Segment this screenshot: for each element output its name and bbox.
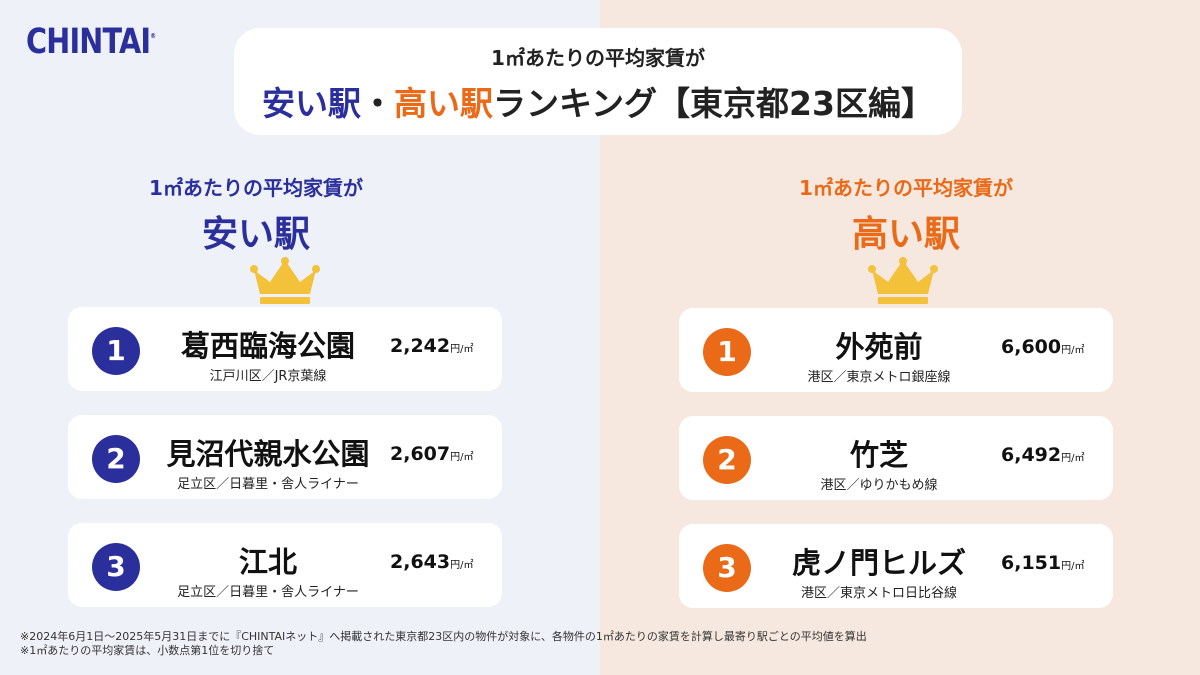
expensive-rank-2-card: 2 竹芝 港区／ゆりかもめ線 6,492円/㎡ <box>679 416 1113 500</box>
footnote-line: ※1㎡あたりの平均家賃は、小数点第1位を切り捨て <box>20 644 275 657</box>
price-value: 6,151 <box>1001 552 1062 574</box>
title-expensive: 高い駅 <box>394 84 494 123</box>
price-value: 2,607 <box>390 443 451 465</box>
cheap-heading: 安い駅 <box>201 214 310 255</box>
price-unit: 円/㎡ <box>450 344 474 355</box>
price: 2,607円/㎡ <box>390 443 473 465</box>
expensive-rank-1-card: 1 外苑前 港区／東京メトロ銀座線 6,600円/㎡ <box>679 308 1113 392</box>
footnotes: ※2024年6月1日〜2025年5月31日までに『CHINTAIネット』へ掲載さ… <box>20 630 867 658</box>
title-main: 安い駅・高い駅ランキング【東京都23区編】 <box>234 77 962 125</box>
title-banner: 1㎡あたりの平均家賃が 安い駅・高い駅ランキング【東京都23区編】 <box>234 28 962 135</box>
title-separator: ・ <box>361 84 395 123</box>
price: 6,492円/㎡ <box>1001 444 1084 466</box>
title-subline: 1㎡あたりの平均家賃が <box>491 46 705 70</box>
chintai-logo: CHINTAI® <box>26 22 156 62</box>
station-line: 港区／ゆりかもめ線 <box>820 478 938 493</box>
price: 2,242円/㎡ <box>390 335 473 357</box>
station-name: 江北 <box>238 545 297 579</box>
station-name: 虎ノ門ヒルズ <box>791 546 966 580</box>
rank-badge: 1 <box>703 328 751 376</box>
rank-badge: 2 <box>703 436 751 484</box>
price: 2,643円/㎡ <box>390 551 473 573</box>
rank-badge: 3 <box>92 543 140 591</box>
rank-badge: 3 <box>703 544 751 592</box>
expensive-heading: 高い駅 <box>851 214 960 255</box>
station-name: 見沼代親水公園 <box>166 437 370 471</box>
logo-text: CHINTAI <box>26 22 151 62</box>
price: 6,600円/㎡ <box>1001 336 1084 358</box>
cheap-subheading: 1㎡あたりの平均家賃が <box>149 176 363 200</box>
price-value: 2,643 <box>390 551 451 573</box>
price: 6,151円/㎡ <box>1001 552 1084 574</box>
footnote-line: ※2024年6月1日〜2025年5月31日までに『CHINTAIネット』へ掲載さ… <box>20 630 867 643</box>
station-name: 竹芝 <box>849 438 908 472</box>
price-value: 6,600 <box>1001 336 1062 358</box>
price-unit: 円/㎡ <box>450 560 474 571</box>
cheap-rank-1-card: 1 葛西臨海公園 江戸川区／JR京葉線 2,242円/㎡ <box>68 307 502 391</box>
price-unit: 円/㎡ <box>1061 345 1085 356</box>
station-name: 外苑前 <box>835 330 923 364</box>
station-line: 港区／東京メトロ日比谷線 <box>800 586 957 601</box>
logo-registered-mark: ® <box>150 32 156 41</box>
crown-icon <box>868 257 938 304</box>
cheap-rank-2-card: 2 見沼代親水公園 足立区／日暮里・舎人ライナー 2,607円/㎡ <box>68 415 502 499</box>
station-line: 港区／東京メトロ銀座線 <box>807 370 951 385</box>
title-rest: ランキング【東京都23区編】 <box>493 84 934 123</box>
title-cheap: 安い駅 <box>262 84 362 123</box>
station-line: 江戸川区／JR京葉線 <box>209 369 327 384</box>
crown-icon <box>250 257 320 304</box>
rank-badge: 2 <box>92 435 140 483</box>
price-unit: 円/㎡ <box>1061 561 1085 572</box>
cheap-rank-3-card: 3 江北 足立区／日暮里・舎人ライナー 2,643円/㎡ <box>68 523 502 607</box>
cheap-column-heading: 1㎡あたりの平均家賃が 安い駅 <box>56 172 456 257</box>
price-value: 2,242 <box>390 335 451 357</box>
expensive-rank-3-card: 3 虎ノ門ヒルズ 港区／東京メトロ日比谷線 6,151円/㎡ <box>679 524 1113 608</box>
expensive-column-heading: 1㎡あたりの平均家賃が 高い駅 <box>706 172 1106 257</box>
price-unit: 円/㎡ <box>1061 453 1085 464</box>
price-value: 6,492 <box>1001 444 1062 466</box>
rank-badge: 1 <box>92 327 140 375</box>
station-line: 足立区／日暮里・舎人ライナー <box>177 585 359 600</box>
price-unit: 円/㎡ <box>450 452 474 463</box>
station-line: 足立区／日暮里・舎人ライナー <box>177 477 359 492</box>
expensive-subheading: 1㎡あたりの平均家賃が <box>799 176 1013 200</box>
station-name: 葛西臨海公園 <box>180 329 355 363</box>
